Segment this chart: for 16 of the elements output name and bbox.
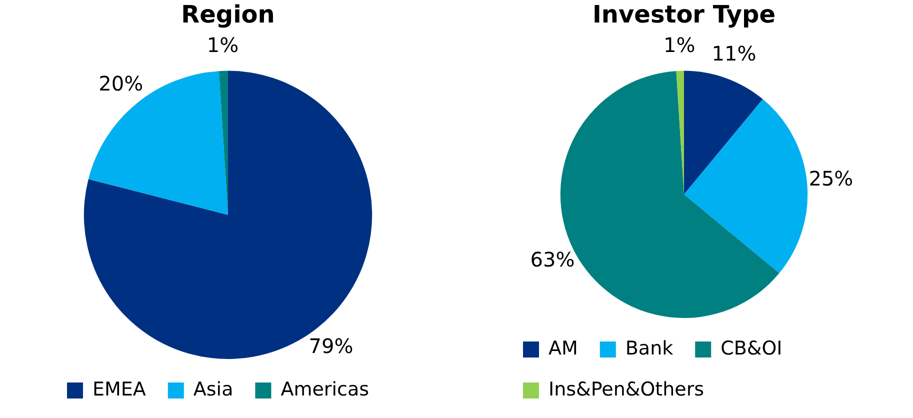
- legend-label: AM: [548, 337, 578, 360]
- chart-title: Region: [181, 0, 275, 29]
- legend-label: CB&OI: [720, 337, 782, 360]
- chart-title: Investor Type: [592, 0, 776, 29]
- data-label: 1%: [206, 33, 239, 58]
- data-label: 20%: [98, 72, 144, 96]
- legend-label: Ins&Pen&Others: [548, 378, 704, 400]
- legend-label: Americas: [280, 378, 369, 400]
- data-label: 25%: [808, 166, 854, 191]
- legend-label: Asia: [193, 378, 234, 400]
- legend-label: EMEA: [92, 378, 146, 400]
- data-label: 1%: [663, 33, 696, 58]
- legend-label: Bank: [625, 337, 674, 360]
- data-label: 79%: [308, 334, 354, 358]
- data-label: 11%: [712, 42, 756, 66]
- data-label: 63%: [530, 248, 575, 272]
